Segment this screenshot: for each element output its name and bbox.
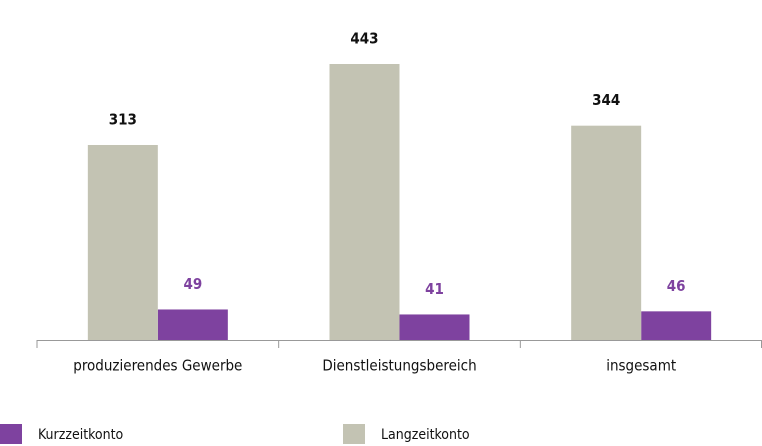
x-tick-label: insgesamt [606,357,676,375]
value-label: 41 [425,280,444,298]
bar [157,309,228,340]
legend-label: Kurzzeitkonto [38,427,124,443]
value-label: 313 [109,110,137,128]
x-tick-label: Dienstleistungsbereich [322,357,476,375]
legend-label: Langzeitkonto [381,427,470,443]
legend-swatch [0,424,22,444]
value-label: 344 [592,91,620,109]
value-label: 443 [350,30,378,48]
bar [571,125,642,340]
legend-swatch [343,424,365,444]
bar [641,311,712,340]
bar [329,64,400,340]
bar [87,144,158,340]
bar [399,314,470,340]
value-label: 46 [667,277,686,295]
value-label: 49 [183,275,202,293]
x-tick-label: produzierendes Gewerbe [73,357,242,375]
